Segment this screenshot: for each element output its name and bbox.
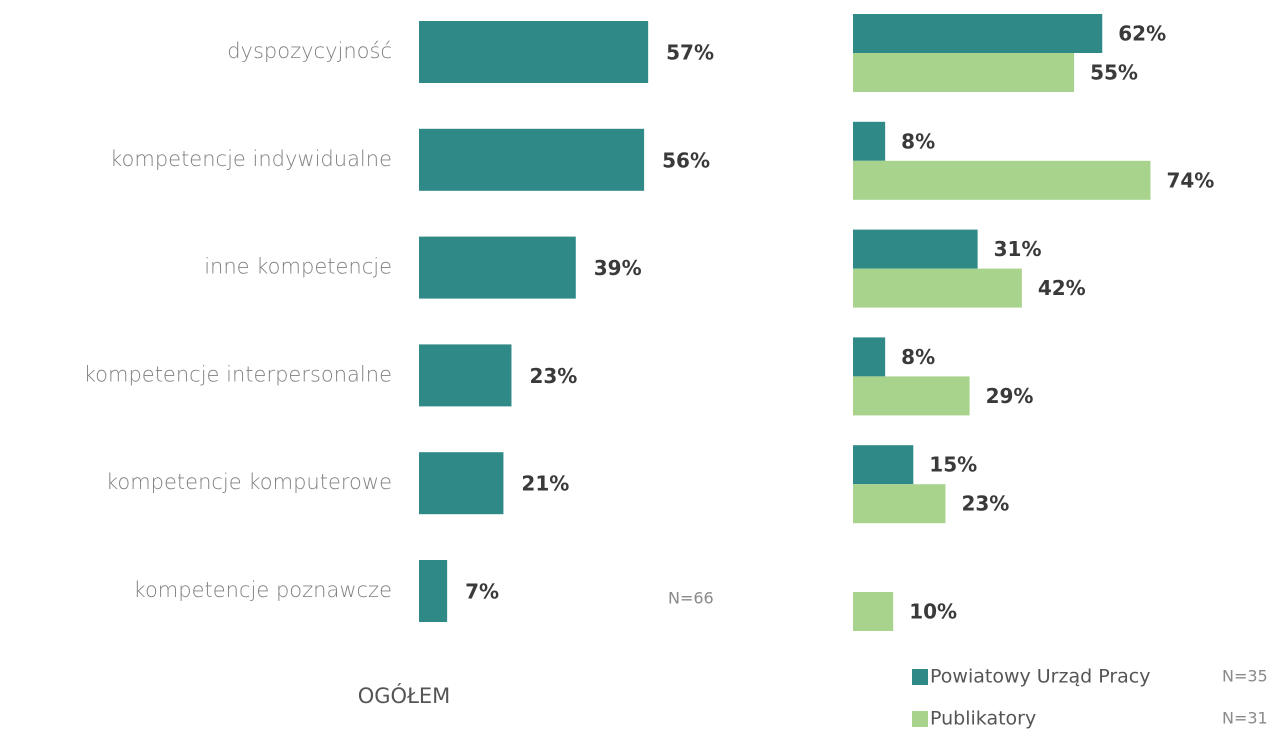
value-label: 8% bbox=[901, 129, 935, 153]
category-label: kompetencje interpersonalne bbox=[84, 362, 392, 386]
caption: OGÓŁEM bbox=[358, 683, 451, 708]
value-label: 42% bbox=[1038, 276, 1086, 300]
legend-swatch bbox=[912, 669, 928, 685]
value-label: 56% bbox=[662, 148, 710, 172]
value-label: 74% bbox=[1166, 168, 1214, 192]
bar bbox=[853, 53, 1075, 92]
bar bbox=[853, 14, 1103, 53]
bar bbox=[419, 452, 504, 515]
legend-label: Publikatory bbox=[930, 708, 1036, 730]
legend-label: Powiatowy Urząd Pracy bbox=[930, 666, 1150, 688]
value-label: 23% bbox=[961, 492, 1009, 516]
bar bbox=[419, 560, 448, 622]
value-label: 39% bbox=[594, 256, 642, 280]
bar bbox=[853, 160, 1151, 200]
value-label: 7% bbox=[465, 580, 499, 604]
value-label: 10% bbox=[909, 600, 957, 624]
category-label: kompetencje komputerowe bbox=[106, 470, 392, 494]
legend-swatch bbox=[912, 711, 928, 727]
value-label: 57% bbox=[666, 41, 714, 65]
bar bbox=[853, 484, 946, 524]
value-label: 8% bbox=[901, 345, 935, 369]
sample-note: N=31 bbox=[1222, 709, 1268, 728]
sample-note: N=66 bbox=[668, 589, 714, 608]
bar bbox=[419, 236, 576, 299]
value-label: 21% bbox=[521, 472, 569, 496]
category-label: kompetencje indywidualne bbox=[110, 147, 392, 171]
bar bbox=[853, 229, 978, 269]
bar bbox=[853, 376, 970, 416]
value-label: 31% bbox=[994, 237, 1042, 261]
value-label: 23% bbox=[529, 364, 577, 388]
bar bbox=[419, 344, 512, 407]
value-label: 62% bbox=[1118, 22, 1166, 46]
sample-note: N=35 bbox=[1222, 667, 1268, 686]
bar bbox=[853, 337, 886, 377]
bar bbox=[853, 592, 894, 631]
category-label: dyspozycyjność bbox=[227, 39, 392, 63]
bar bbox=[419, 128, 645, 191]
bar bbox=[419, 21, 649, 83]
category-label: inne kompetencje bbox=[204, 255, 392, 279]
category-label: kompetencje poznawcze bbox=[134, 578, 392, 602]
value-label: 29% bbox=[986, 384, 1034, 408]
bar bbox=[853, 121, 886, 161]
value-label: 55% bbox=[1090, 61, 1138, 85]
bar bbox=[853, 445, 914, 485]
bar bbox=[853, 268, 1022, 308]
value-label: 15% bbox=[929, 453, 977, 477]
